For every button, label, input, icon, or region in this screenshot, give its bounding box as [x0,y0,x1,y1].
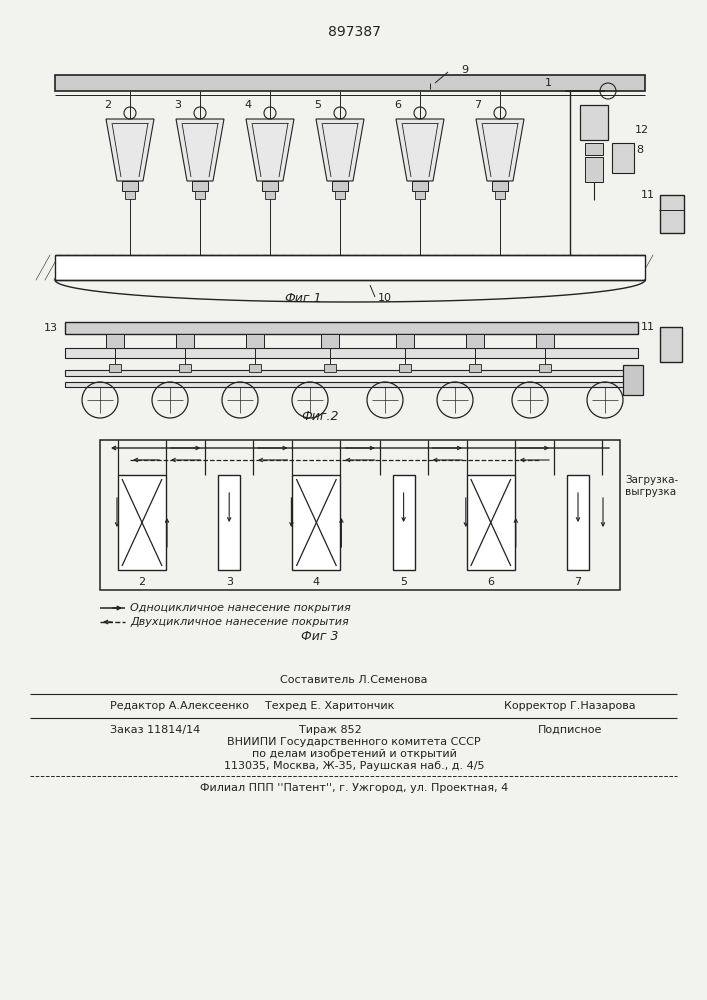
Text: 6: 6 [487,577,494,587]
Text: Редактор А.Алексеенко: Редактор А.Алексеенко [110,701,249,711]
Bar [109,364,121,372]
Text: 13: 13 [44,323,58,333]
Text: Загрузка-: Загрузка- [625,475,678,485]
Bar [192,181,208,191]
Text: 2: 2 [139,577,146,587]
Text: 897387: 897387 [327,25,380,39]
Bar [65,370,638,376]
Bar [392,475,414,570]
Text: 9: 9 [462,65,469,75]
Bar [492,181,508,191]
Text: Фиг.1: Фиг.1 [284,292,322,304]
Text: 7: 7 [474,100,481,110]
Text: 6: 6 [395,100,402,110]
Text: по делам изобретений и открытий: по делам изобретений и открытий [252,749,457,759]
Text: 1: 1 [544,78,551,88]
Text: Подписное: Подписное [538,725,602,735]
Text: 3: 3 [175,100,182,110]
Bar [580,105,608,140]
Bar [179,364,191,372]
Bar [567,475,589,570]
Bar [176,334,194,348]
Text: Фиг 3: Фиг 3 [301,630,339,643]
Bar [415,191,425,199]
Text: 4: 4 [245,100,252,110]
Text: Техред Е. Харитончик: Техред Е. Харитончик [265,701,395,711]
Bar [585,143,603,155]
Text: ВНИИПИ Государственного комитета СССР: ВНИИПИ Государственного комитета СССР [227,737,481,747]
Bar [65,322,638,334]
Bar [55,255,645,280]
Bar [262,181,278,191]
Bar [100,440,620,590]
Bar [660,327,682,362]
Bar [293,475,340,570]
Bar [469,364,481,372]
Bar [612,143,634,173]
Bar [396,334,414,348]
Bar [246,334,264,348]
Text: Двухцикличное нанесение покрытия: Двухцикличное нанесение покрытия [130,617,349,627]
Polygon shape [246,119,294,181]
Text: 5: 5 [400,577,407,587]
Text: 8: 8 [636,145,643,155]
Bar [118,475,166,570]
Text: 12: 12 [635,125,649,135]
Bar [536,334,554,348]
Text: Составитель Л.Семенова: Составитель Л.Семенова [280,675,428,685]
Bar [249,364,261,372]
Text: Заказ 11814/14: Заказ 11814/14 [110,725,200,735]
Bar [218,475,240,570]
Bar [55,75,645,91]
Bar [466,334,484,348]
Bar [539,364,551,372]
Bar [122,181,138,191]
Bar [399,364,411,372]
Bar [265,191,275,199]
Bar [623,365,643,395]
Bar [467,475,515,570]
Text: 7: 7 [574,577,582,587]
Text: 10: 10 [378,293,392,303]
Bar [495,191,505,199]
Polygon shape [396,119,444,181]
Text: Фиг.2: Фиг.2 [301,410,339,424]
Bar [324,364,336,372]
Text: 3: 3 [226,577,233,587]
Bar [412,181,428,191]
Bar [106,334,124,348]
Polygon shape [476,119,524,181]
Text: 5: 5 [315,100,322,110]
Bar [125,191,135,199]
Text: 113035, Москва, Ж-35, Раушская наб., д. 4/5: 113035, Москва, Ж-35, Раушская наб., д. … [223,761,484,771]
Polygon shape [316,119,364,181]
Text: Корректор Г.Назарова: Корректор Г.Назарова [504,701,636,711]
Text: 11: 11 [641,322,655,332]
Text: 2: 2 [105,100,112,110]
Bar [660,195,684,233]
Polygon shape [176,119,224,181]
Bar [195,191,205,199]
Bar [332,181,348,191]
Text: Филиал ППП ''Патент'', г. Ужгород, ул. Проектная, 4: Филиал ППП ''Патент'', г. Ужгород, ул. П… [200,783,508,793]
Text: выгрузка: выгрузка [625,487,676,497]
Polygon shape [106,119,154,181]
Bar [321,334,339,348]
Text: 4: 4 [312,577,320,587]
Text: Тираж 852: Тираж 852 [298,725,361,735]
Bar [65,348,638,358]
Bar [335,191,345,199]
Text: Одноцикличное нанесение покрытия: Одноцикличное нанесение покрытия [130,603,351,613]
Text: 11: 11 [641,190,655,200]
Bar [585,157,603,182]
Bar [65,382,638,387]
